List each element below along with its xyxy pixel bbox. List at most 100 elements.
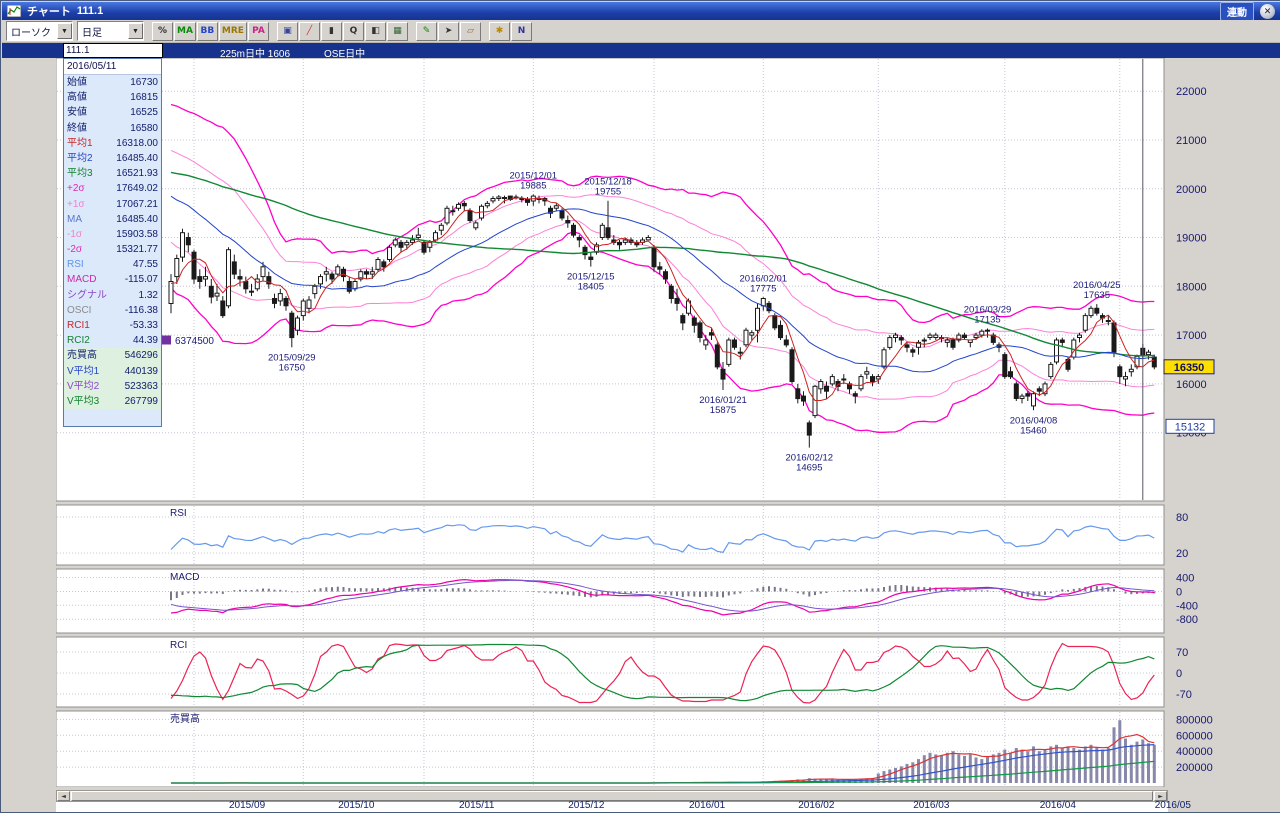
svg-text:19000: 19000 [1176,233,1207,245]
svg-text:-800: -800 [1176,614,1198,626]
eraser-button[interactable]: ▱ [459,21,481,41]
scroll-left-button[interactable]: ◄ [57,791,70,801]
news-chart-button[interactable]: N [510,21,532,41]
svg-text:18405: 18405 [578,282,604,293]
x-axis-label: 2016/05 [1154,800,1191,811]
svg-text:16000: 16000 [1176,379,1207,391]
ma5-line [170,197,1155,401]
key-button[interactable]: ✱ [488,21,510,41]
grid-button[interactable]: ▦ [386,21,408,41]
quote-rows: 始値 16730 高値 16815 安値 16525 終値 16580 平均1 16318.00 平… [64,75,161,410]
quote-label: V平均3 [67,395,100,407]
draw-pen-button[interactable]: ✎ [415,21,437,41]
chart-svg: 2200021000200001900018000170001600015000… [55,57,1280,788]
chart-panels [55,57,1165,788]
svg-text:17775: 17775 [750,283,776,294]
link-button[interactable]: 連動 [1220,1,1254,21]
quote-label: 平均1 [67,137,93,149]
rci-series [170,642,1155,704]
candle-display-button[interactable]: ▮ [320,21,342,41]
rsi-line [170,524,1155,553]
quote-value: 16580 [130,122,158,134]
quote-row: 売買高 546296 [64,348,161,364]
x-axis-label: 2016/03 [913,800,950,811]
macd-series [170,578,1156,616]
quote-row: RCI2 44.39 [64,333,161,348]
trend-line-button[interactable]: ╱ [298,21,320,41]
scroll-right-button[interactable]: ► [1154,791,1167,801]
percent-analysis-button[interactable]: % [152,21,173,41]
svg-text:22000: 22000 [1176,86,1207,98]
quote-label: RSI [67,259,84,271]
chevron-down-icon[interactable]: ▼ [128,23,143,39]
chevron-down-icon[interactable]: ▼ [57,23,72,39]
quote-row: 平均2 16485.40 [64,151,161,166]
macd-line [170,578,1155,616]
x-axis-label: 2015/09 [229,800,266,811]
x-axis-label: 2015/12 [568,800,605,811]
zoom-range-button[interactable]: ◧ [364,21,386,41]
quote-value: 440139 [124,365,158,377]
svg-text:2016/01/21: 2016/01/21 [699,395,747,406]
quote-value: 17067.21 [116,198,158,210]
rci1-line [170,642,1155,704]
quote-value: 16485.40 [116,152,158,164]
quote-value: 16815 [130,92,158,104]
ma-indicator-button[interactable]: MA [174,21,196,41]
quote-label: 平均3 [67,168,93,180]
quote-row: MA 16485.40 [64,212,161,227]
svg-text:19885: 19885 [520,180,546,191]
quote-label: 始値 [67,77,87,88]
quote-value: 267799 [124,395,158,407]
quote-row: 終値 16580 [64,121,161,136]
quote-row: +2σ 17649.02 [64,181,161,196]
x-axis-label: 2016/02 [798,800,835,811]
rsi-series [170,524,1155,553]
zoom-button[interactable]: Q [342,21,364,41]
volume-ma3-line [171,760,1155,784]
bb-indicator-button[interactable]: BB [196,21,218,41]
quote-row: V平均3 267799 [64,393,161,410]
chart-canvas[interactable]: 2200021000200001900018000170001600015000… [55,57,1280,788]
close-button[interactable]: ✕ [1260,3,1275,19]
svg-text:RSI: RSI [170,508,187,519]
svg-text:15132: 15132 [1175,421,1206,433]
quote-value: 15903.58 [116,228,158,240]
x-axis-label: 2015/10 [338,800,375,811]
quote-value: 546296 [124,350,158,362]
timeframe-dropdown[interactable]: 日足 ▼ [77,21,144,41]
volume-series [171,720,1156,784]
svg-text:2015/12/18: 2015/12/18 [584,177,632,188]
position-marker: 6374500 [162,335,214,347]
symbol-input[interactable] [63,43,163,58]
svg-text:2016/02/12: 2016/02/12 [786,453,834,464]
pointer-button[interactable]: ➤ [437,21,459,41]
quote-label: V平均2 [67,380,100,392]
close-icon: ✕ [1263,5,1272,16]
svg-text:200000: 200000 [1176,762,1213,774]
quote-row: 安値 16525 [64,105,161,120]
quote-value: -115.07 [124,274,158,286]
svg-text:売買高: 売買高 [170,712,200,725]
ma75-line [170,171,1155,357]
quote-value: -116.38 [124,304,158,316]
title-bar[interactable]: チャート 111.1 連動 ✕ [2,1,1280,21]
pa-indicator-button[interactable]: PA [247,21,269,41]
window-layout-button[interactable]: ▣ [276,21,298,41]
mre-indicator-button[interactable]: MRE [218,21,247,41]
chart-type-dropdown[interactable]: ローソク ▼ [6,21,73,41]
svg-text:-400: -400 [1176,600,1198,612]
quote-value: 16521.93 [116,168,158,180]
macd-signal-line [170,579,1155,612]
svg-text:80: 80 [1176,512,1188,524]
quote-row: OSCI -116.38 [64,303,161,318]
rci2-line [170,643,1155,702]
quote-row: -1σ 15903.58 [64,227,161,242]
svg-text:20: 20 [1176,548,1188,560]
quote-row: 高値 16815 [64,90,161,105]
scrollbar-thumb[interactable] [71,791,1153,801]
quote-row: V平均1 440139 [64,363,161,379]
window-title: チャート [27,6,71,18]
horizontal-scrollbar[interactable]: ◄ ► [56,790,1168,802]
